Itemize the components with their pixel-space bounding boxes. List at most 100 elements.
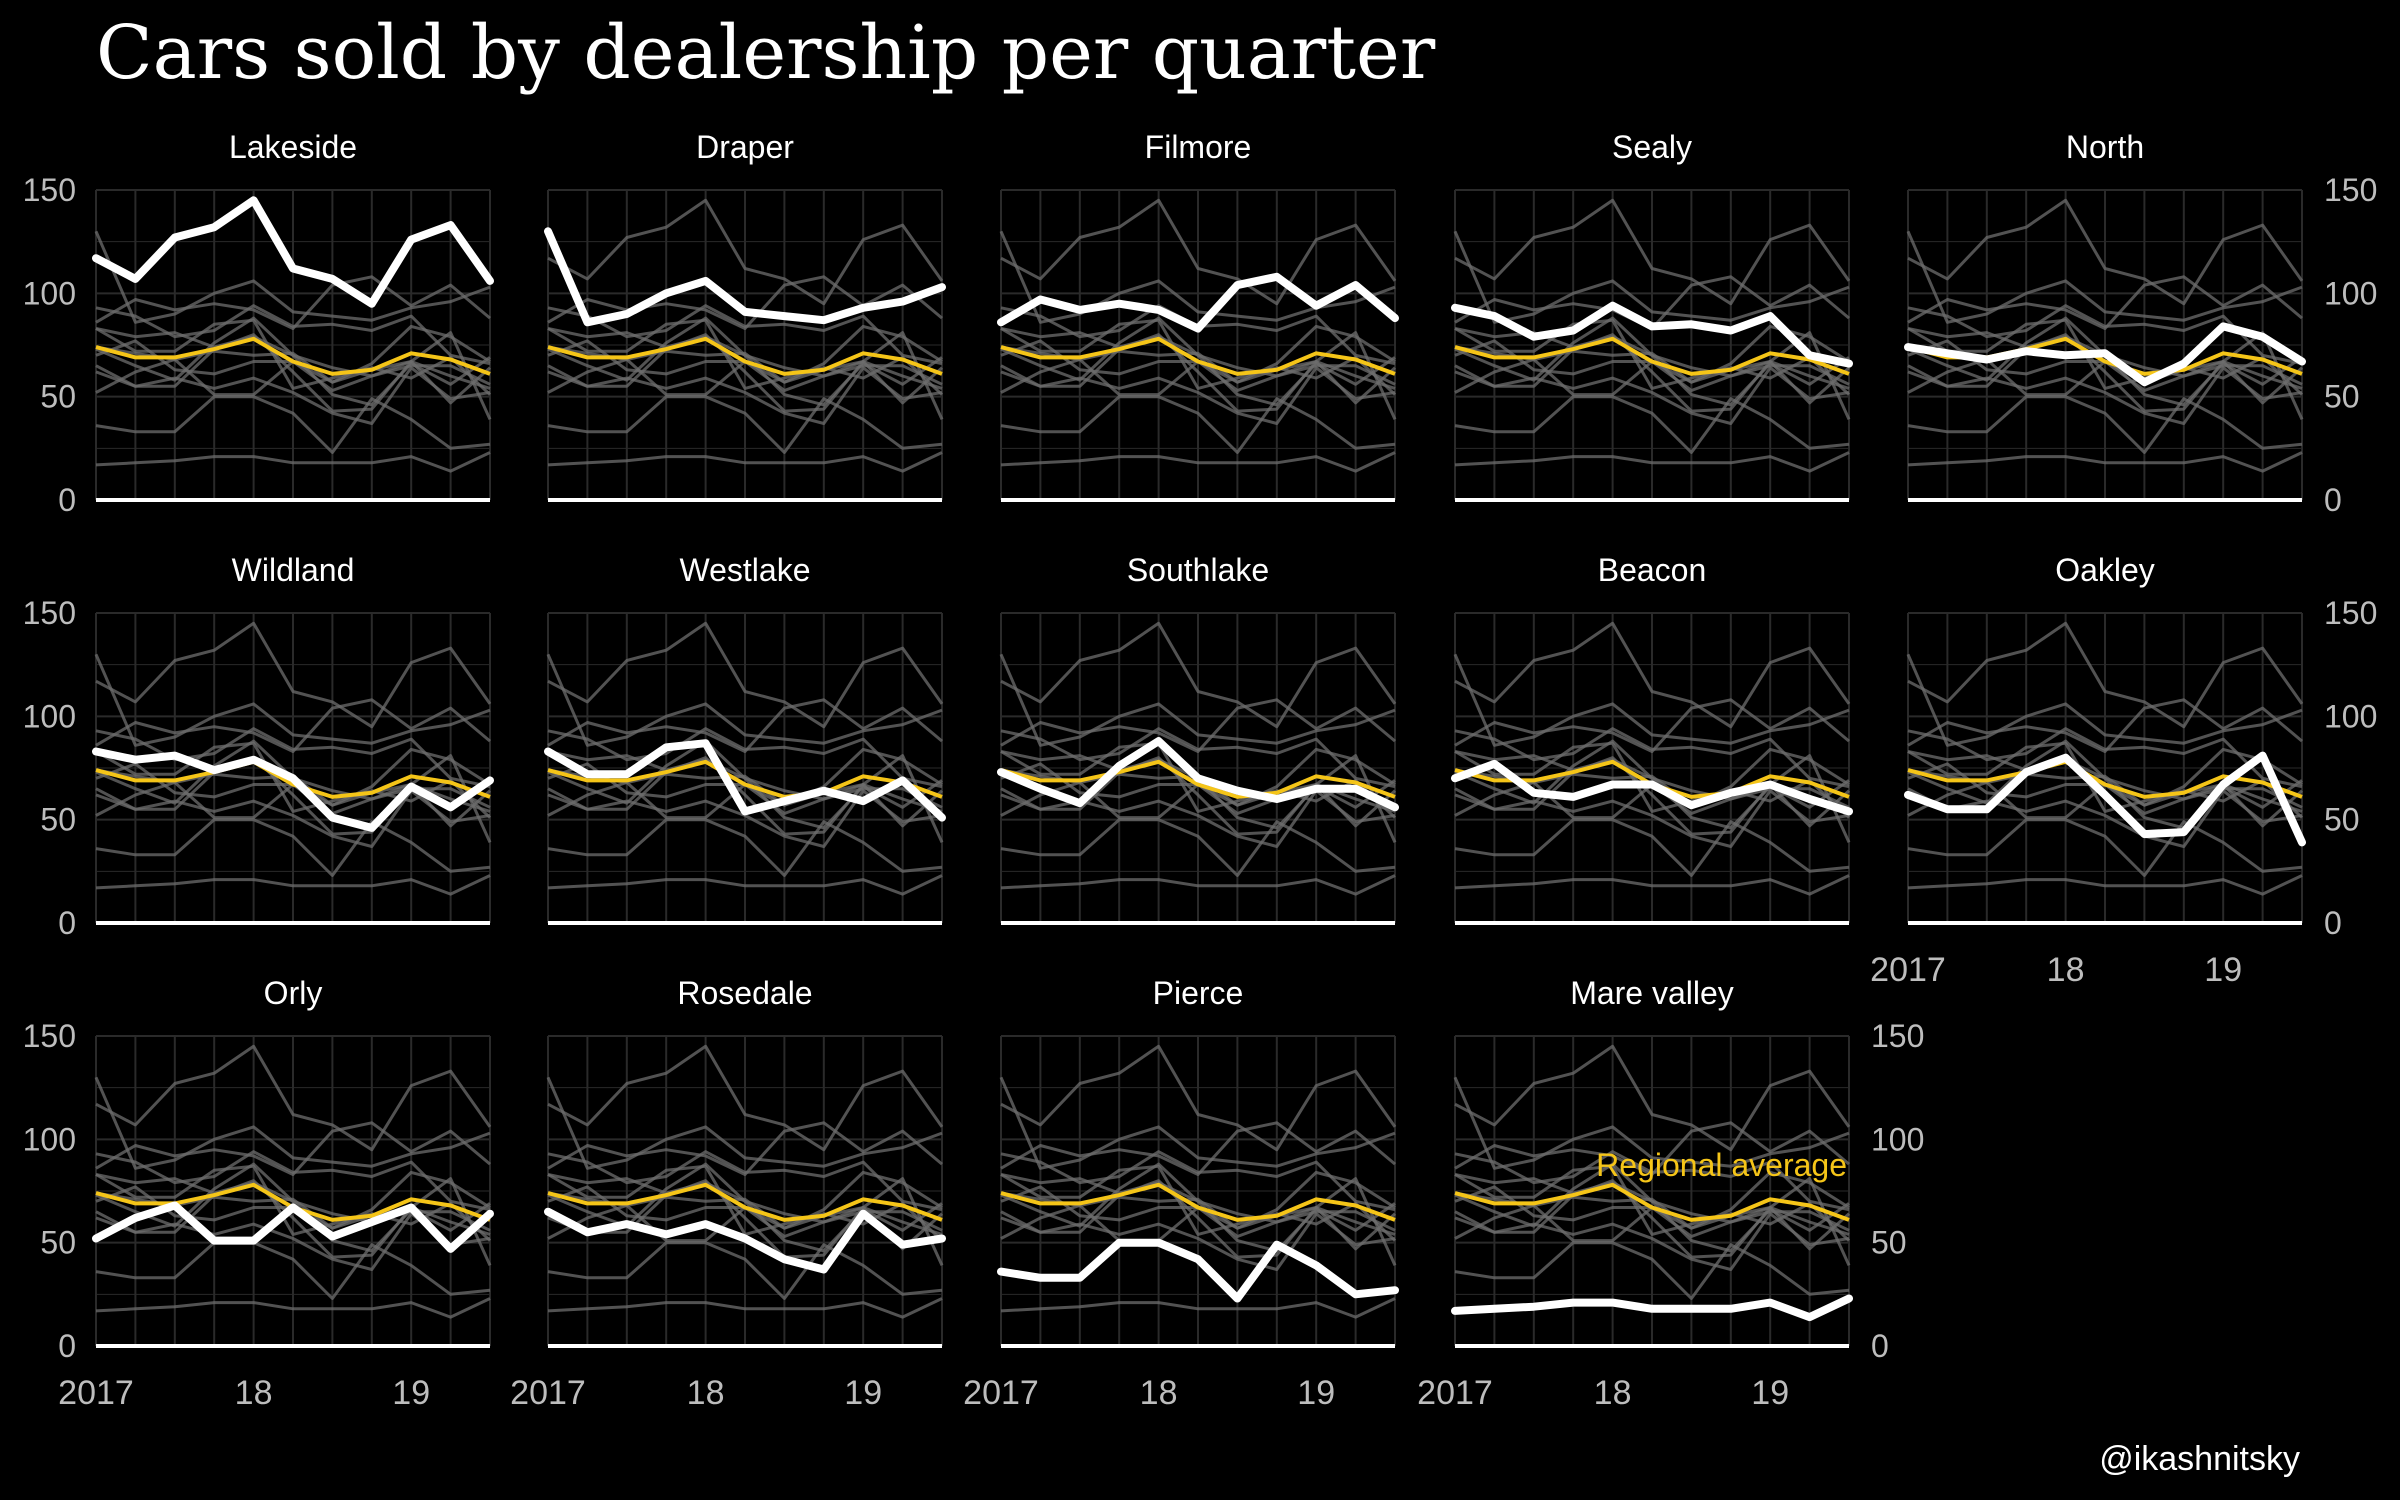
background-series-line-draper — [1453, 1076, 1850, 1170]
background-series-line-westlake — [1454, 318, 1851, 396]
y-tick-label: 150 — [2324, 172, 2377, 208]
background-series-line-oakley — [1000, 754, 1397, 844]
x-tick-label: 18 — [1594, 1374, 1632, 1412]
background-series-line-mare-valley — [1454, 874, 1850, 896]
x-tick-label: 2017 — [963, 1374, 1039, 1412]
background-series-line-rosedale — [547, 364, 943, 425]
x-tick-label: 2017 — [1417, 1374, 1493, 1412]
background-series-line-rosedale — [95, 364, 491, 425]
panel-orly: Orly 0 50 100 150 2017 18 19 — [23, 975, 494, 1412]
background-series-line-lakeside — [95, 1044, 492, 1152]
caption-credit: @ikashnitsky — [2099, 1440, 2300, 1478]
y-tick-label: 100 — [1871, 1121, 1924, 1157]
y-tick-label: 150 — [23, 595, 76, 631]
background-series-line-filmore — [1907, 698, 2303, 753]
background-series-line-filmore — [1454, 1121, 1850, 1176]
background-series-line-filmore — [1454, 698, 1850, 753]
background-series-line-lakeside — [547, 1044, 944, 1152]
background-series-line-rosedale — [1907, 787, 2303, 848]
background-series-line-filmore — [1000, 1121, 1396, 1176]
panel-title-wildland: Wildland — [232, 552, 355, 588]
background-series-line-lakeside — [1000, 1044, 1397, 1152]
background-series-line-pierce — [95, 1241, 491, 1300]
regional-average-line — [1000, 1182, 1396, 1222]
background-series-line-lakeside — [1000, 198, 1397, 306]
panel-title-oakley: Oakley — [2055, 552, 2155, 588]
panel-beacon: Beacon — [1451, 552, 1853, 925]
x-tick-label: 19 — [844, 1374, 882, 1412]
y-tick-label: 100 — [23, 698, 76, 734]
background-series-line-westlake — [1000, 741, 1397, 819]
background-series-line-draper — [1453, 230, 1850, 324]
background-series-line-lakeside — [1000, 621, 1397, 729]
background-series-line-pierce — [1000, 395, 1396, 454]
panel-title-rosedale: Rosedale — [677, 975, 812, 1011]
background-series-line-draper — [94, 653, 491, 747]
background-series-line-mare-valley — [95, 451, 491, 473]
small-multiples: Lakeside 0 50 100 150 Draper Filmore Sealy North… — [23, 129, 2378, 1412]
background-series-line-pierce — [547, 395, 943, 454]
panel-title-pierce: Pierce — [1153, 975, 1244, 1011]
y-tick-label: 150 — [23, 1018, 76, 1054]
background-series-line-westlake — [1907, 318, 2304, 396]
x-tick-label: 19 — [1297, 1374, 1335, 1412]
background-series-line-draper — [94, 1076, 491, 1170]
panel-title-beacon: Beacon — [1598, 552, 1707, 588]
background-series-line-westlake — [1907, 741, 2304, 819]
background-series-line-filmore — [547, 698, 943, 753]
panel-rosedale: Rosedale 2017 18 19 — [510, 975, 946, 1412]
y-tick-label: 0 — [2324, 905, 2342, 941]
panel-north: North 0 50 100 150 — [1904, 129, 2377, 518]
panel-title-draper: Draper — [696, 129, 794, 165]
regional-average-line — [1000, 336, 1396, 376]
series-line-westlake — [544, 739, 946, 822]
background-series-line-mare-valley — [1907, 874, 2303, 896]
background-series-line-filmore — [547, 1121, 943, 1176]
background-series-line-pierce — [1000, 818, 1396, 877]
background-series-line-draper — [546, 1076, 943, 1170]
background-series-line-pierce — [95, 395, 491, 454]
series-line-pierce — [997, 1238, 1399, 1303]
background-series-line-westlake — [1454, 1164, 1851, 1242]
y-tick-label: 150 — [2324, 595, 2377, 631]
annotation-regional-average: Regional average — [1596, 1147, 1847, 1183]
background-series-line-lakeside — [1907, 621, 2304, 729]
panel-title-westlake: Westlake — [679, 552, 810, 588]
background-series-line-pierce — [547, 1241, 943, 1300]
background-series-line-westlake — [1000, 1164, 1397, 1242]
background-series-line-filmore — [95, 1121, 491, 1176]
series-line-sealy — [1451, 301, 1853, 368]
x-tick-label: 18 — [2047, 951, 2085, 989]
x-tick-label: 19 — [392, 1374, 430, 1412]
background-series-line-draper — [546, 653, 943, 747]
background-series-line-mare-valley — [1000, 1297, 1396, 1319]
panel-southlake: Southlake — [997, 552, 1399, 925]
y-tick-label: 50 — [2324, 802, 2360, 838]
background-series-line-mare-valley — [95, 874, 491, 896]
y-tick-label: 50 — [40, 379, 76, 415]
panel-sealy: Sealy — [1451, 129, 1853, 502]
background-series-line-oakley — [547, 331, 944, 421]
series-line-wildland — [92, 747, 494, 832]
y-tick-label: 100 — [23, 275, 76, 311]
background-series-line-lakeside — [1907, 198, 2304, 306]
background-series-line-pierce — [1454, 818, 1850, 877]
background-series-line-rosedale — [1000, 364, 1396, 425]
series-line-filmore — [997, 272, 1399, 333]
background-series-line-oakley — [1454, 1177, 1851, 1267]
background-series-line-mare-valley — [547, 451, 943, 473]
background-series-line-filmore — [95, 698, 491, 753]
background-series-line-pierce — [1907, 395, 2303, 454]
background-series-line-rosedale — [1454, 1210, 1850, 1271]
chart-title: Cars sold by dealership per quarter — [96, 10, 1436, 96]
y-tick-label: 0 — [58, 905, 76, 941]
series-line-southlake — [997, 737, 1399, 812]
background-series-line-lakeside — [547, 621, 944, 729]
background-series-line-rosedale — [1454, 787, 1850, 848]
background-series-line-mare-valley — [1454, 451, 1850, 473]
panel-title-north: North — [2066, 129, 2144, 165]
background-series-line-filmore — [95, 275, 491, 330]
background-series-line-draper — [1906, 653, 2303, 747]
background-series-line-mare-valley — [547, 1297, 943, 1319]
series-line-draper — [544, 227, 946, 327]
